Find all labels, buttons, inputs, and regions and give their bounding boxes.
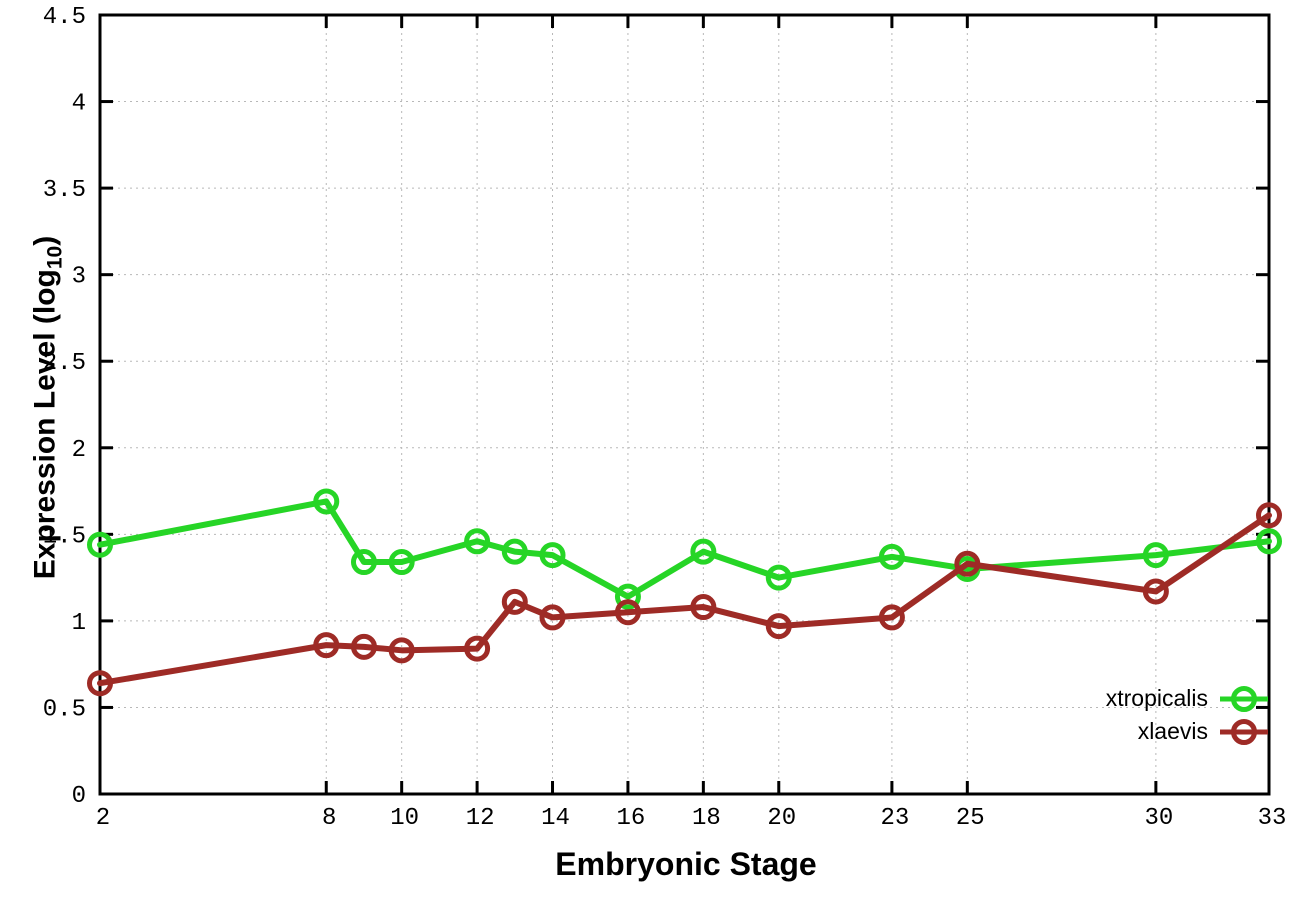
data-point-xtropicalis bbox=[614, 583, 641, 610]
x-tick-label: 23 bbox=[880, 805, 909, 832]
x-tick-label: 2 bbox=[96, 805, 110, 832]
data-point-xlaevis bbox=[690, 594, 717, 621]
y-tick-label: 0.5 bbox=[43, 696, 86, 723]
x-tick-label: 30 bbox=[1144, 805, 1173, 832]
x-tick-label: 33 bbox=[1258, 805, 1287, 832]
data-point-xtropicalis bbox=[1256, 528, 1282, 555]
data-point-xtropicalis bbox=[765, 564, 792, 591]
data-point-xtropicalis bbox=[87, 531, 113, 558]
x-tick-label: 18 bbox=[692, 805, 721, 832]
data-point-xtropicalis bbox=[313, 488, 340, 515]
data-point-xlaevis bbox=[878, 604, 905, 631]
data-point-xlaevis bbox=[614, 599, 641, 626]
x-tick-label: 25 bbox=[956, 805, 985, 832]
y-tick-label: 3 bbox=[72, 264, 86, 291]
x-tick-label: 20 bbox=[767, 805, 796, 832]
y-tick-label: 4.5 bbox=[43, 4, 86, 31]
data-point-xlaevis bbox=[1256, 502, 1282, 529]
legend-item-xlaevis: xlaevis bbox=[1106, 715, 1268, 748]
data-point-xtropicalis bbox=[1142, 542, 1169, 569]
data-point-xlaevis bbox=[388, 637, 415, 664]
y-tick-label: 1 bbox=[72, 610, 86, 637]
data-point-xtropicalis bbox=[690, 538, 717, 565]
xlaevis-line-marker-icon bbox=[1220, 717, 1268, 747]
y-tick-label: 2.5 bbox=[43, 350, 86, 377]
data-point-xlaevis bbox=[350, 633, 377, 660]
data-point-xtropicalis bbox=[501, 538, 528, 565]
data-point-xtropicalis bbox=[350, 549, 377, 576]
y-tick-label: 3.5 bbox=[43, 177, 86, 204]
y-tick-label: 1.5 bbox=[43, 523, 86, 550]
x-tick-label: 8 bbox=[322, 805, 336, 832]
y-axis-title: Expression Level (log10) bbox=[29, 198, 68, 618]
legend-label-xtropicalis: xtropicalis bbox=[1105, 685, 1208, 711]
y-axis-title-main: Expression Level (log bbox=[28, 269, 62, 580]
legend-label-xlaevis: xlaevis bbox=[1137, 718, 1208, 744]
x-axis-title: Embryonic Stage bbox=[555, 846, 817, 882]
xtropicalis-line-marker-icon bbox=[1220, 684, 1268, 714]
data-point-xtropicalis bbox=[878, 543, 905, 570]
y-tick-label: 4 bbox=[72, 91, 86, 118]
x-tick-label: 16 bbox=[617, 805, 646, 832]
series-line-xlaevis bbox=[97, 512, 1272, 687]
x-tick-label: 14 bbox=[541, 805, 570, 832]
data-point-xlaevis bbox=[765, 613, 792, 640]
y-axis-title-close: ) bbox=[28, 235, 62, 246]
data-point-xlaevis bbox=[1142, 578, 1169, 605]
x-tick-label: 10 bbox=[390, 805, 419, 832]
legend-item-xtropicalis: xtropicalis bbox=[1106, 682, 1268, 715]
data-point-xtropicalis bbox=[539, 542, 566, 569]
data-point-xtropicalis bbox=[464, 528, 491, 555]
plot-border bbox=[98, 13, 1271, 796]
y-axis-title-subscript: 10 bbox=[43, 245, 67, 270]
y-tick-label: 2 bbox=[72, 437, 86, 464]
data-point-xlaevis bbox=[954, 550, 981, 577]
data-point-xtropicalis bbox=[388, 549, 415, 576]
data-point-xlaevis bbox=[87, 670, 113, 697]
legend: xtropicalis xlaevis bbox=[1106, 682, 1268, 748]
y-tick-label: 0 bbox=[72, 783, 86, 810]
data-point-xlaevis bbox=[464, 635, 491, 662]
data-point-xlaevis bbox=[501, 588, 528, 615]
x-tick-label: 12 bbox=[466, 805, 495, 832]
data-point-xlaevis bbox=[313, 632, 340, 659]
data-point-xlaevis bbox=[539, 604, 566, 631]
